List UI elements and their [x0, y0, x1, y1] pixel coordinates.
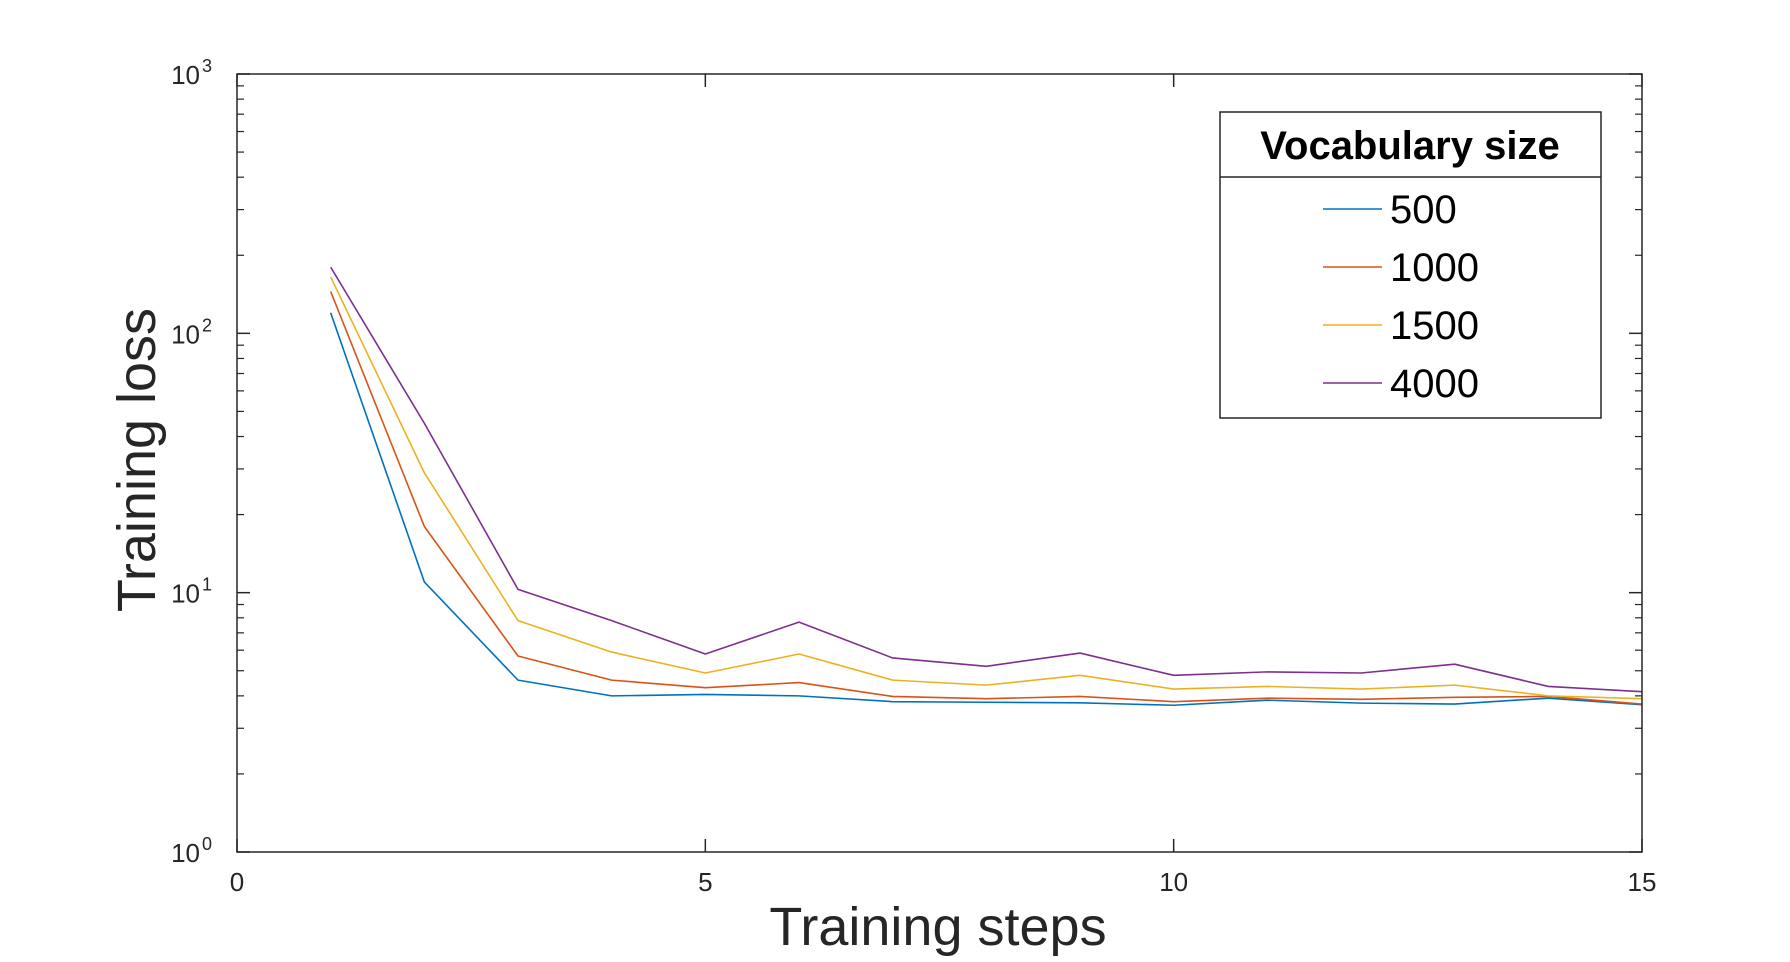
legend-entries: 500 1000 1500 4000	[1323, 188, 1479, 406]
series-line-1000	[329, 291, 1643, 705]
y-tick-label: 10	[171, 319, 200, 349]
axes-frame	[236, 73, 1643, 853]
legend-label-500: 500	[1390, 188, 1457, 232]
y-axis-title: Training loss	[107, 308, 167, 612]
y-tick-label-exponent: 3	[202, 56, 212, 76]
y-tick-label: 10	[171, 60, 200, 90]
x-tick-label: 0	[230, 867, 244, 897]
series-line-500	[329, 312, 1643, 707]
x-tick-label: 10	[1159, 867, 1188, 897]
x-axis-title: Training steps	[769, 897, 1106, 957]
y-tick-label-exponent: 2	[202, 315, 212, 335]
series-line-1500	[329, 276, 1643, 700]
legend-label-1000: 1000	[1390, 246, 1479, 290]
y-tick-label-exponent: 0	[202, 834, 212, 854]
y-tick-label: 10	[171, 838, 200, 868]
x-tick-label: 5	[698, 867, 712, 897]
series-line-4000	[329, 266, 1643, 693]
legend-box	[1219, 111, 1602, 419]
legend-title: Vocabulary size	[1260, 124, 1559, 168]
y-tick-label: 10	[171, 579, 200, 609]
series-layer	[329, 266, 1643, 707]
x-tick-label: 15	[1628, 867, 1657, 897]
legend-label-1500: 1500	[1390, 304, 1479, 348]
y-tick-label-exponent: 1	[202, 575, 212, 595]
legend: Vocabulary size 500 1000 1500 4000	[1219, 111, 1602, 419]
legend-label-4000: 4000	[1390, 362, 1479, 406]
